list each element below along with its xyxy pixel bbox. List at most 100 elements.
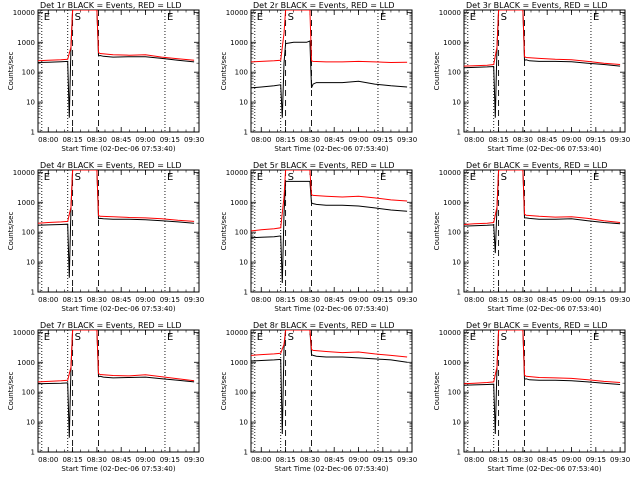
plot-frame: [463, 169, 626, 293]
marker-label: S: [288, 332, 294, 343]
y-axis-label: Counts/sec: [220, 372, 228, 411]
series-group: [464, 170, 621, 254]
y-tick-label: 1: [244, 129, 248, 137]
y-tick-label: 10000: [439, 329, 461, 337]
x-tick-label: 08:45: [111, 296, 131, 304]
y-tick-label: 1: [31, 129, 35, 137]
detector-panel: Det 6r BLACK = Events, RED = LLD 1 10 100 10…: [433, 161, 630, 313]
lld-series-line: [464, 10, 621, 67]
series-group: [464, 10, 621, 118]
x-tick-label: 08:30: [513, 296, 533, 304]
y-tick-label: 10: [239, 259, 248, 267]
marker-label: E: [167, 12, 173, 23]
y-tick-label: 100: [22, 229, 35, 237]
x-tick-label: 08:00: [251, 136, 271, 144]
detector-panel: Det 3r BLACK = Events, RED = LLD 1 10 100 10…: [433, 1, 630, 153]
plot-frame: [250, 329, 413, 453]
y-axis-label: Counts/sec: [433, 52, 441, 91]
x-tick-label: 08:45: [111, 456, 131, 464]
marker-label: S: [501, 172, 507, 183]
x-tick-label: 09:15: [160, 296, 180, 304]
x-tick-label: 08:00: [251, 456, 271, 464]
marker-label: S: [501, 12, 507, 23]
x-tick-label: 09:15: [586, 136, 606, 144]
x-tick-label: 08:30: [300, 136, 320, 144]
x-tick-label: 08:00: [38, 136, 58, 144]
y-tick-label: 10: [452, 259, 461, 267]
events-series-line: [464, 170, 621, 254]
x-tick-label: 08:15: [488, 296, 508, 304]
series-group: [38, 330, 195, 438]
x-tick-label: 09:00: [135, 136, 155, 144]
y-tick-label: 10: [239, 419, 248, 427]
y-tick-label: 1: [31, 289, 35, 297]
plot-frame: [463, 329, 626, 453]
x-tick-label: 09:15: [373, 296, 393, 304]
marker-label: S: [75, 172, 81, 183]
y-tick-label: 1000: [230, 39, 248, 47]
x-tick-label: 08:00: [464, 456, 484, 464]
marker-label: E: [593, 12, 599, 23]
events-series-line: [38, 10, 195, 118]
lld-series-line: [464, 330, 621, 385]
plot-frame: [37, 9, 200, 133]
x-tick-label: 08:30: [87, 296, 107, 304]
x-tick-label: 08:45: [324, 456, 344, 464]
marker-label: E: [257, 12, 263, 23]
panel-title: Det 2r BLACK = Events, RED = LLD: [253, 1, 395, 10]
y-tick-label: 1: [244, 449, 248, 457]
x-tick-label: 08:30: [87, 456, 107, 464]
lld-series-line: [38, 330, 195, 383]
marker-label: E: [593, 172, 599, 183]
y-tick-label: 10: [26, 99, 35, 107]
lld-series-line: [251, 170, 408, 232]
y-tick-label: 1000: [443, 39, 461, 47]
y-tick-label: 10000: [13, 9, 35, 17]
x-tick-label: 08:45: [111, 136, 131, 144]
events-series-line: [38, 170, 195, 278]
y-tick-label: 1000: [17, 39, 35, 47]
series-group: [464, 330, 621, 435]
panel-title: Det 3r BLACK = Events, RED = LLD: [466, 1, 608, 10]
events-series-line: [251, 180, 408, 284]
x-tick-label: 08:15: [62, 456, 82, 464]
panel-title: Det 5r BLACK = Events, RED = LLD: [253, 161, 395, 170]
x-tick-label: 08:15: [488, 456, 508, 464]
marker-label: E: [167, 332, 173, 343]
y-tick-label: 100: [22, 69, 35, 77]
y-tick-label: 1: [31, 449, 35, 457]
marker-label: S: [501, 332, 507, 343]
panel-title: Det 7r BLACK = Events, RED = LLD: [40, 321, 182, 330]
x-tick-label: 08:45: [537, 296, 557, 304]
x-tick-label: 08:30: [300, 456, 320, 464]
y-tick-label: 10: [452, 99, 461, 107]
marker-label: E: [44, 172, 50, 183]
x-tick-label: 08:15: [275, 296, 295, 304]
detector-panel: Det 2r BLACK = Events, RED = LLD 1 10 100 10…: [220, 1, 417, 153]
x-tick-label: 08:30: [300, 296, 320, 304]
events-series-line: [38, 330, 195, 438]
y-tick-label: 100: [448, 229, 461, 237]
y-tick-label: 1000: [443, 199, 461, 207]
x-tick-label: 09:00: [348, 456, 368, 464]
x-tick-label: 09:30: [397, 456, 417, 464]
y-tick-label: 100: [22, 389, 35, 397]
x-tick-label: 08:30: [87, 136, 107, 144]
marker-label: S: [75, 332, 81, 343]
detector-panel: Det 4r BLACK = Events, RED = LLD 1 10 100 10…: [7, 161, 204, 313]
x-axis-label: Start Time (02-Dec-06 07:53:40): [487, 145, 601, 153]
series-group: [38, 170, 195, 278]
x-tick-label: 09:00: [561, 456, 581, 464]
y-axis-label: Counts/sec: [7, 52, 15, 91]
x-tick-label: 09:30: [184, 296, 204, 304]
panel-title: Det 8r BLACK = Events, RED = LLD: [253, 321, 395, 330]
y-tick-label: 100: [235, 389, 248, 397]
x-tick-label: 08:30: [513, 456, 533, 464]
marker-label: E: [44, 332, 50, 343]
marker-label: E: [167, 172, 173, 183]
y-axis-label: Counts/sec: [7, 212, 15, 251]
x-axis-label: Start Time (02-Dec-06 07:53:40): [61, 465, 175, 473]
x-tick-label: 09:15: [373, 456, 393, 464]
x-tick-label: 09:15: [586, 296, 606, 304]
panel-title: Det 6r BLACK = Events, RED = LLD: [466, 161, 608, 170]
